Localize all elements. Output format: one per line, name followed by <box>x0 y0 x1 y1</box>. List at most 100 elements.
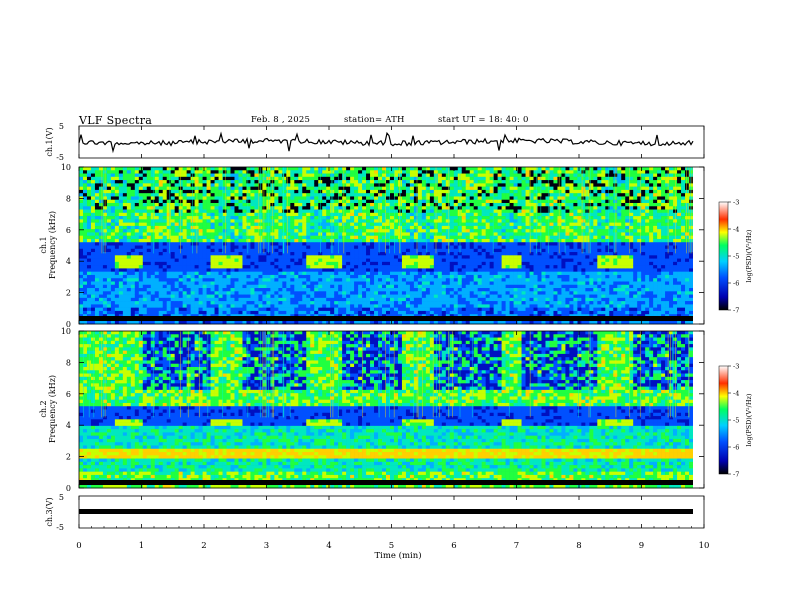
spectrogram-cell <box>314 261 319 266</box>
spectrogram-cell <box>338 219 343 223</box>
spectrogram-cell <box>302 170 307 174</box>
spectrogram-cell <box>286 258 291 263</box>
spectrogram-cell <box>286 274 291 279</box>
spectrogram-cell <box>170 176 175 181</box>
spectrogram-cell <box>170 225 175 230</box>
spectrogram-cell <box>413 314 419 318</box>
spectrogram-cell <box>433 252 439 256</box>
spectrogram-cell <box>322 216 327 220</box>
spectrogram-cell <box>206 284 211 289</box>
spectrogram-cell <box>386 274 391 279</box>
spectrogram-cell <box>214 304 219 308</box>
spectrogram-cell <box>170 310 175 315</box>
spectrogram-cell <box>82 212 88 217</box>
spectrogram-cell <box>134 284 140 289</box>
spectrogram-cell <box>382 314 387 318</box>
spectrogram-cell <box>250 288 255 292</box>
spectrogram-cell <box>314 252 319 256</box>
spectrogram-cell <box>94 261 100 266</box>
spectrogram-cell <box>469 216 475 220</box>
spectrogram-cell <box>226 274 231 279</box>
spectrogram-cell <box>286 206 291 210</box>
spectrogram-cell <box>126 261 132 266</box>
spectrogram-cell <box>274 212 279 217</box>
spectrogram-cell <box>465 216 471 220</box>
spectrogram-cell <box>230 173 235 178</box>
spectrogram-cell <box>465 196 471 201</box>
spectrogram-cell <box>138 255 144 259</box>
spectrogram-cell <box>206 271 211 276</box>
spectrogram-cell <box>98 183 104 187</box>
spectrogram-cell <box>278 320 283 325</box>
spectrogram-cell <box>413 238 419 243</box>
spectrogram-cell <box>362 219 367 223</box>
spectrogram-cell <box>374 173 379 178</box>
spectrogram-cell <box>106 310 112 315</box>
spectrogram-cell <box>370 248 375 253</box>
spectrogram-cell <box>130 314 136 318</box>
spectrogram-cell <box>405 291 411 295</box>
spectrogram-cell <box>405 209 411 214</box>
spectrogram-cell <box>405 265 411 269</box>
spectrogram-cell <box>150 258 156 263</box>
spectrogram-cell <box>178 252 183 256</box>
spectrogram-cell <box>326 196 331 201</box>
spectrogram-cell <box>342 229 347 233</box>
spectrogram-cell <box>138 258 144 263</box>
spectrogram-cell <box>477 252 482 256</box>
spectrogram-cell <box>178 271 183 276</box>
spectrogram-cell <box>246 242 251 246</box>
spectrogram-cell <box>266 297 271 302</box>
spectrogram-cell <box>102 271 108 276</box>
spectrogram-cell <box>346 189 351 194</box>
spectrogram-cell <box>86 268 92 272</box>
ch1-waveform-panel: 5 -5 ch.1(V) <box>45 122 705 162</box>
spectrogram-cell <box>453 252 459 256</box>
spectrogram-cell <box>294 245 299 250</box>
spectrogram-cell <box>138 301 144 305</box>
spectrogram-cell <box>290 232 295 236</box>
spectrogram-cell <box>202 265 207 269</box>
spectrogram-cell <box>150 176 156 181</box>
spectrogram-cell <box>477 245 482 250</box>
spectrogram-cell <box>294 261 299 266</box>
spectrogram-cell <box>421 219 427 223</box>
spectrogram-cell <box>457 261 463 266</box>
spectrogram-cell <box>350 180 355 184</box>
spectrogram-cell <box>122 202 128 207</box>
spectrogram-cell <box>437 261 443 266</box>
spectrogram-cell <box>226 255 231 259</box>
spectrogram-cell <box>282 183 287 187</box>
spectrogram-cell <box>405 307 411 312</box>
spectrogram-cell <box>294 307 299 312</box>
spectrogram-cell <box>274 238 279 243</box>
spectrogram-cell <box>449 225 455 230</box>
spectrogram-cell <box>445 180 451 184</box>
spectrogram-cell <box>210 167 215 171</box>
spectrogram-cell <box>234 297 239 302</box>
spectrogram-cell <box>242 189 247 194</box>
spectrogram-cell <box>389 271 395 276</box>
spectrogram-cell <box>489 193 494 197</box>
spectrogram-cell <box>254 176 259 181</box>
spectrogram-cell <box>210 193 215 197</box>
spectrogram-cell <box>82 301 88 305</box>
spectrogram-cell <box>314 232 319 236</box>
spectrogram-cell <box>134 278 140 282</box>
spectrogram-cell <box>170 229 175 233</box>
spectrogram-cell <box>186 281 191 286</box>
spectrogram-cell <box>86 232 92 236</box>
spectrogram-cell <box>182 180 187 184</box>
spectrogram-cell <box>82 278 88 282</box>
spectrogram-cell <box>485 186 490 191</box>
spectrogram-cell <box>146 167 152 171</box>
spectrogram-cell <box>465 248 471 253</box>
spectrogram-cell <box>409 291 415 295</box>
spectrogram-cell <box>222 242 227 246</box>
spectrogram-cell <box>370 304 375 308</box>
spectrogram-cell <box>389 255 395 259</box>
spectrogram-cell <box>449 167 455 171</box>
spectrogram-cell <box>294 281 299 286</box>
spectrogram-cell <box>405 167 411 171</box>
spectrogram-cell <box>453 291 459 295</box>
